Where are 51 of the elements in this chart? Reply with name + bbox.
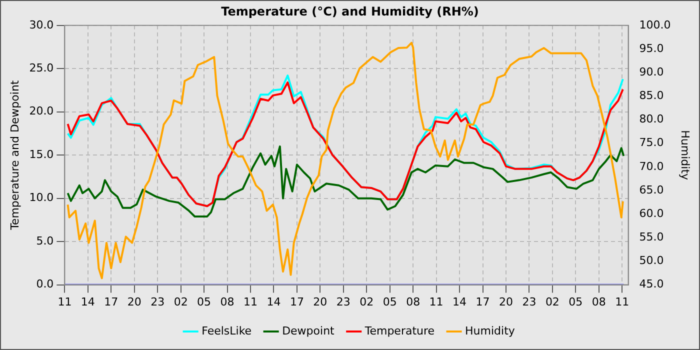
y2-tick-label: 60.0 [639, 206, 664, 220]
x-tick-label: 23 [522, 295, 536, 308]
x-tick-label: 23 [336, 295, 350, 308]
x-tick-label: 02 [545, 295, 560, 308]
x-tick-label: 02 [360, 295, 374, 308]
x-tick-label: 20 [127, 295, 142, 308]
y2-tick-label: 100.0 [639, 18, 671, 32]
y2-tick-label: 90.0 [639, 65, 664, 78]
x-tick-label: 17 [104, 295, 118, 308]
y-tick-label: 15.0 [29, 148, 54, 161]
legend-label: Temperature [364, 324, 435, 338]
y2-tick-label: 85.0 [639, 89, 664, 102]
y-tick-label: 0.0 [36, 278, 54, 291]
y-tick-label: 5.0 [36, 234, 54, 248]
x-tick-label: 23 [150, 295, 165, 308]
x-tick-label: 05 [382, 295, 397, 308]
x-tick-label: 11 [615, 295, 630, 308]
y2-tick-label: 75.0 [639, 136, 664, 150]
y-tick-label: 30.0 [29, 18, 54, 32]
y2-tick-label: 50.0 [639, 254, 664, 268]
y2-tick-label: 95.0 [639, 42, 664, 55]
y2-tick-label: 80.0 [639, 112, 664, 126]
x-tick-label: 08 [220, 295, 234, 308]
y-tick-label: 25.0 [29, 61, 54, 74]
y2-tick-label: 70.0 [639, 160, 664, 173]
x-tick-label: 11 [244, 295, 258, 308]
x-tick-label: 11 [429, 295, 444, 308]
y2-tick-label: 45.0 [639, 278, 664, 291]
x-tick-label: 14 [266, 295, 281, 308]
x-tick-label: 14 [80, 295, 95, 308]
y2-tick-label: 65.0 [639, 183, 664, 196]
x-tick-label: 14 [452, 295, 467, 308]
legend-label: Humidity [465, 324, 516, 338]
y-axis-title: Temperature and Dewpoint [8, 80, 22, 231]
x-tick-label: 11 [58, 295, 72, 308]
x-tick-label: 20 [498, 295, 513, 308]
x-tick-label: 05 [568, 295, 583, 308]
y2-tick-label: 55.0 [639, 230, 664, 244]
y-tick-label: 10.0 [29, 191, 54, 204]
y2-axis-title: Humidity [678, 130, 692, 181]
x-tick-label: 08 [592, 295, 606, 308]
x-tick-label: 08 [406, 295, 420, 308]
y-tick-label: 20.0 [29, 104, 54, 118]
x-tick-label: 20 [313, 295, 328, 308]
x-tick-label: 17 [290, 295, 304, 308]
x-tick-label: 17 [476, 295, 490, 308]
chart-title: Temperature (°C) and Humidity (RH%) [221, 4, 479, 18]
x-tick-label: 02 [174, 295, 188, 308]
legend-label: FeelsLike [202, 324, 252, 338]
legend-label: Dewpoint [282, 324, 336, 338]
x-tick-label: 05 [197, 295, 212, 308]
